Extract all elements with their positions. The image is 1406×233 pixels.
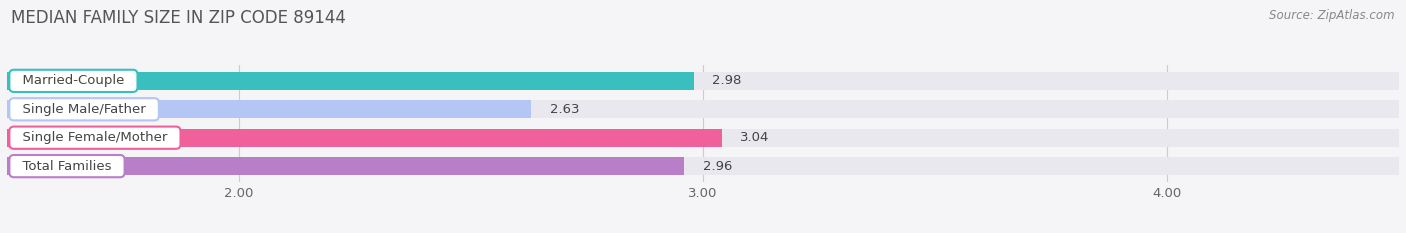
Text: 2.63: 2.63 <box>550 103 579 116</box>
Text: Total Families: Total Families <box>14 160 120 173</box>
Bar <box>7 72 1399 90</box>
Text: Single Female/Mother: Single Female/Mother <box>14 131 176 144</box>
Bar <box>7 157 1399 175</box>
Bar <box>7 157 685 175</box>
Text: Single Male/Father: Single Male/Father <box>14 103 155 116</box>
Text: Married-Couple: Married-Couple <box>14 74 132 87</box>
Bar <box>7 100 531 118</box>
Text: MEDIAN FAMILY SIZE IN ZIP CODE 89144: MEDIAN FAMILY SIZE IN ZIP CODE 89144 <box>11 9 346 27</box>
Text: 3.04: 3.04 <box>740 131 769 144</box>
Text: 2.96: 2.96 <box>703 160 733 173</box>
Text: 2.98: 2.98 <box>713 74 741 87</box>
Bar <box>7 129 721 147</box>
Bar <box>7 129 1399 147</box>
Bar <box>7 72 693 90</box>
Text: Source: ZipAtlas.com: Source: ZipAtlas.com <box>1270 9 1395 22</box>
Bar <box>7 100 1399 118</box>
